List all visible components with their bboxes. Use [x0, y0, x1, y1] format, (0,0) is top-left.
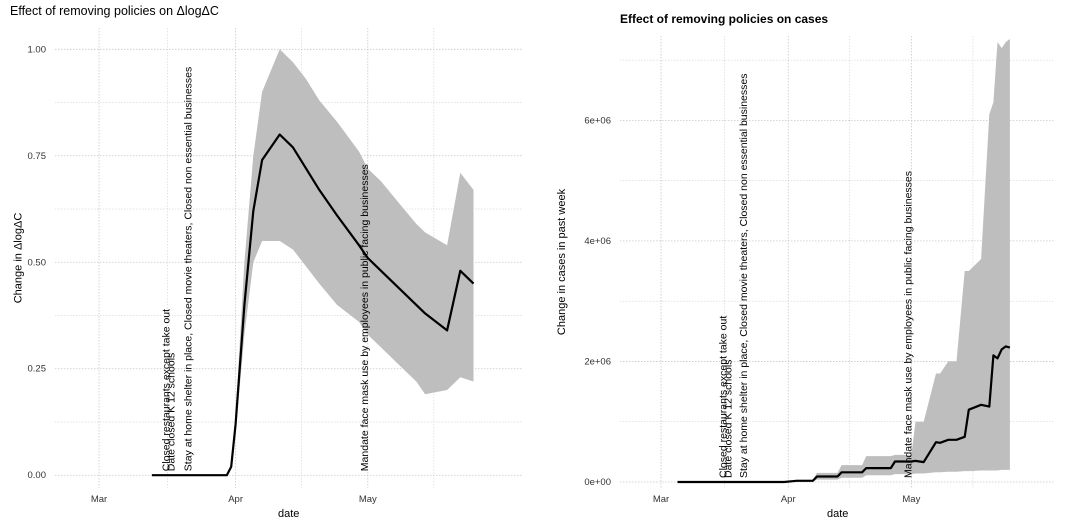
- confidence-band: [677, 39, 1010, 482]
- annotation-label: Date closed K 12 schools: [166, 353, 178, 471]
- x-tick-label: May: [359, 494, 377, 505]
- annotation-label: Closed restaurants except take out: [161, 309, 173, 471]
- annotation-label: Mandate face mask use by employees in pu…: [359, 164, 371, 471]
- x-tick-label: Apr: [781, 494, 796, 505]
- y-tick-label: 0e+00: [584, 477, 611, 488]
- x-axis-label: date: [278, 508, 300, 520]
- chart-title: Effect of removing policies on cases: [620, 12, 829, 26]
- chart-panel-left: Effect of removing policies on ΔlogΔC Ch…: [0, 0, 532, 527]
- annotation-label: Mandate face mask use by employees in pu…: [902, 171, 914, 478]
- y-tick-label: 0.50: [28, 257, 47, 268]
- x-tick-label: May: [902, 494, 920, 505]
- x-tick-label: Mar: [653, 494, 669, 505]
- y-tick-label: 4e+06: [584, 236, 611, 247]
- annotation-label: Stay at home shelter in place, Closed mo…: [738, 74, 750, 478]
- x-tick-label: Apr: [228, 494, 243, 505]
- annotation-label: Stay at home shelter in place, Closed mo…: [183, 67, 195, 471]
- chart-title: Effect of removing policies on ΔlogΔC: [10, 4, 219, 18]
- series-line: [151, 133, 475, 477]
- y-tick-label: 1.00: [28, 44, 47, 55]
- y-tick-label: 0.00: [28, 470, 47, 481]
- x-tick-label: Mar: [91, 494, 107, 505]
- annotation-label: Date closed K 12 schools: [723, 360, 735, 478]
- confidence-band: [151, 49, 474, 476]
- y-tick-label: 6e+06: [584, 115, 611, 126]
- annotation-label: Closed restaurants except take out: [718, 316, 730, 478]
- y-tick-label: 2e+06: [584, 356, 611, 367]
- chart-panel-right: Effect of removing policies on cases Cha…: [532, 0, 1065, 527]
- y-tick-label: 0.75: [28, 151, 47, 162]
- x-axis-label: date: [827, 508, 849, 520]
- series-line: [677, 345, 1011, 484]
- y-tick-label: 0.25: [28, 364, 47, 375]
